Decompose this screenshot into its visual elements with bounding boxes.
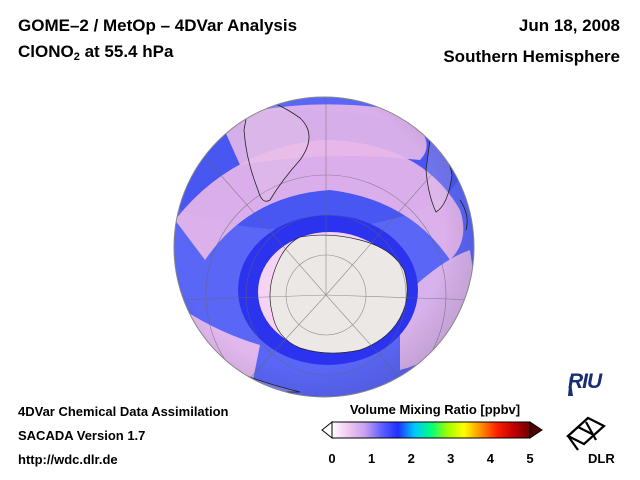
colorbar-min-arrow (321, 420, 333, 440)
colorbar-tick-label: 5 (526, 451, 534, 466)
footer-url[interactable]: http://wdc.dlr.de (18, 452, 118, 467)
species-main: ClONO (18, 42, 74, 61)
footer-version: SACADA Version 1.7 (18, 428, 146, 443)
colorbar-tick-label: 2 (407, 451, 415, 466)
riu-logo: RIU (568, 370, 602, 393)
colorbar-tick-label: 1 (367, 451, 376, 466)
colorbar-tick-label: 0 (328, 451, 336, 466)
colorbar-bar (331, 421, 531, 439)
dlr-label: DLR (588, 451, 615, 466)
species-label: ClONO2 at 55.4 hPa (18, 42, 173, 63)
globe-map (173, 96, 475, 398)
dlr-logo-icon (566, 416, 606, 451)
species-level: at 55.4 hPa (79, 42, 174, 61)
colorbar (321, 420, 543, 440)
date-label: Jun 18, 2008 (518, 16, 620, 35)
title-line1: GOME–2 / MetOp – 4DVar Analysis (18, 16, 298, 35)
colorbar-tick-label: 4 (486, 451, 494, 466)
colorbar-max-arrow (529, 421, 543, 439)
species-subscript: 2 (73, 51, 80, 63)
hemisphere-label: Southern Hemisphere (443, 47, 620, 66)
colorbar-title: Volume Mixing Ratio [ppbv] (349, 402, 521, 417)
footer-assimilation: 4DVar Chemical Data Assimilation (18, 404, 229, 419)
riu-tower-icon (568, 376, 573, 396)
globe-rim (173, 96, 475, 398)
colorbar-tick-label: 3 (447, 451, 455, 466)
